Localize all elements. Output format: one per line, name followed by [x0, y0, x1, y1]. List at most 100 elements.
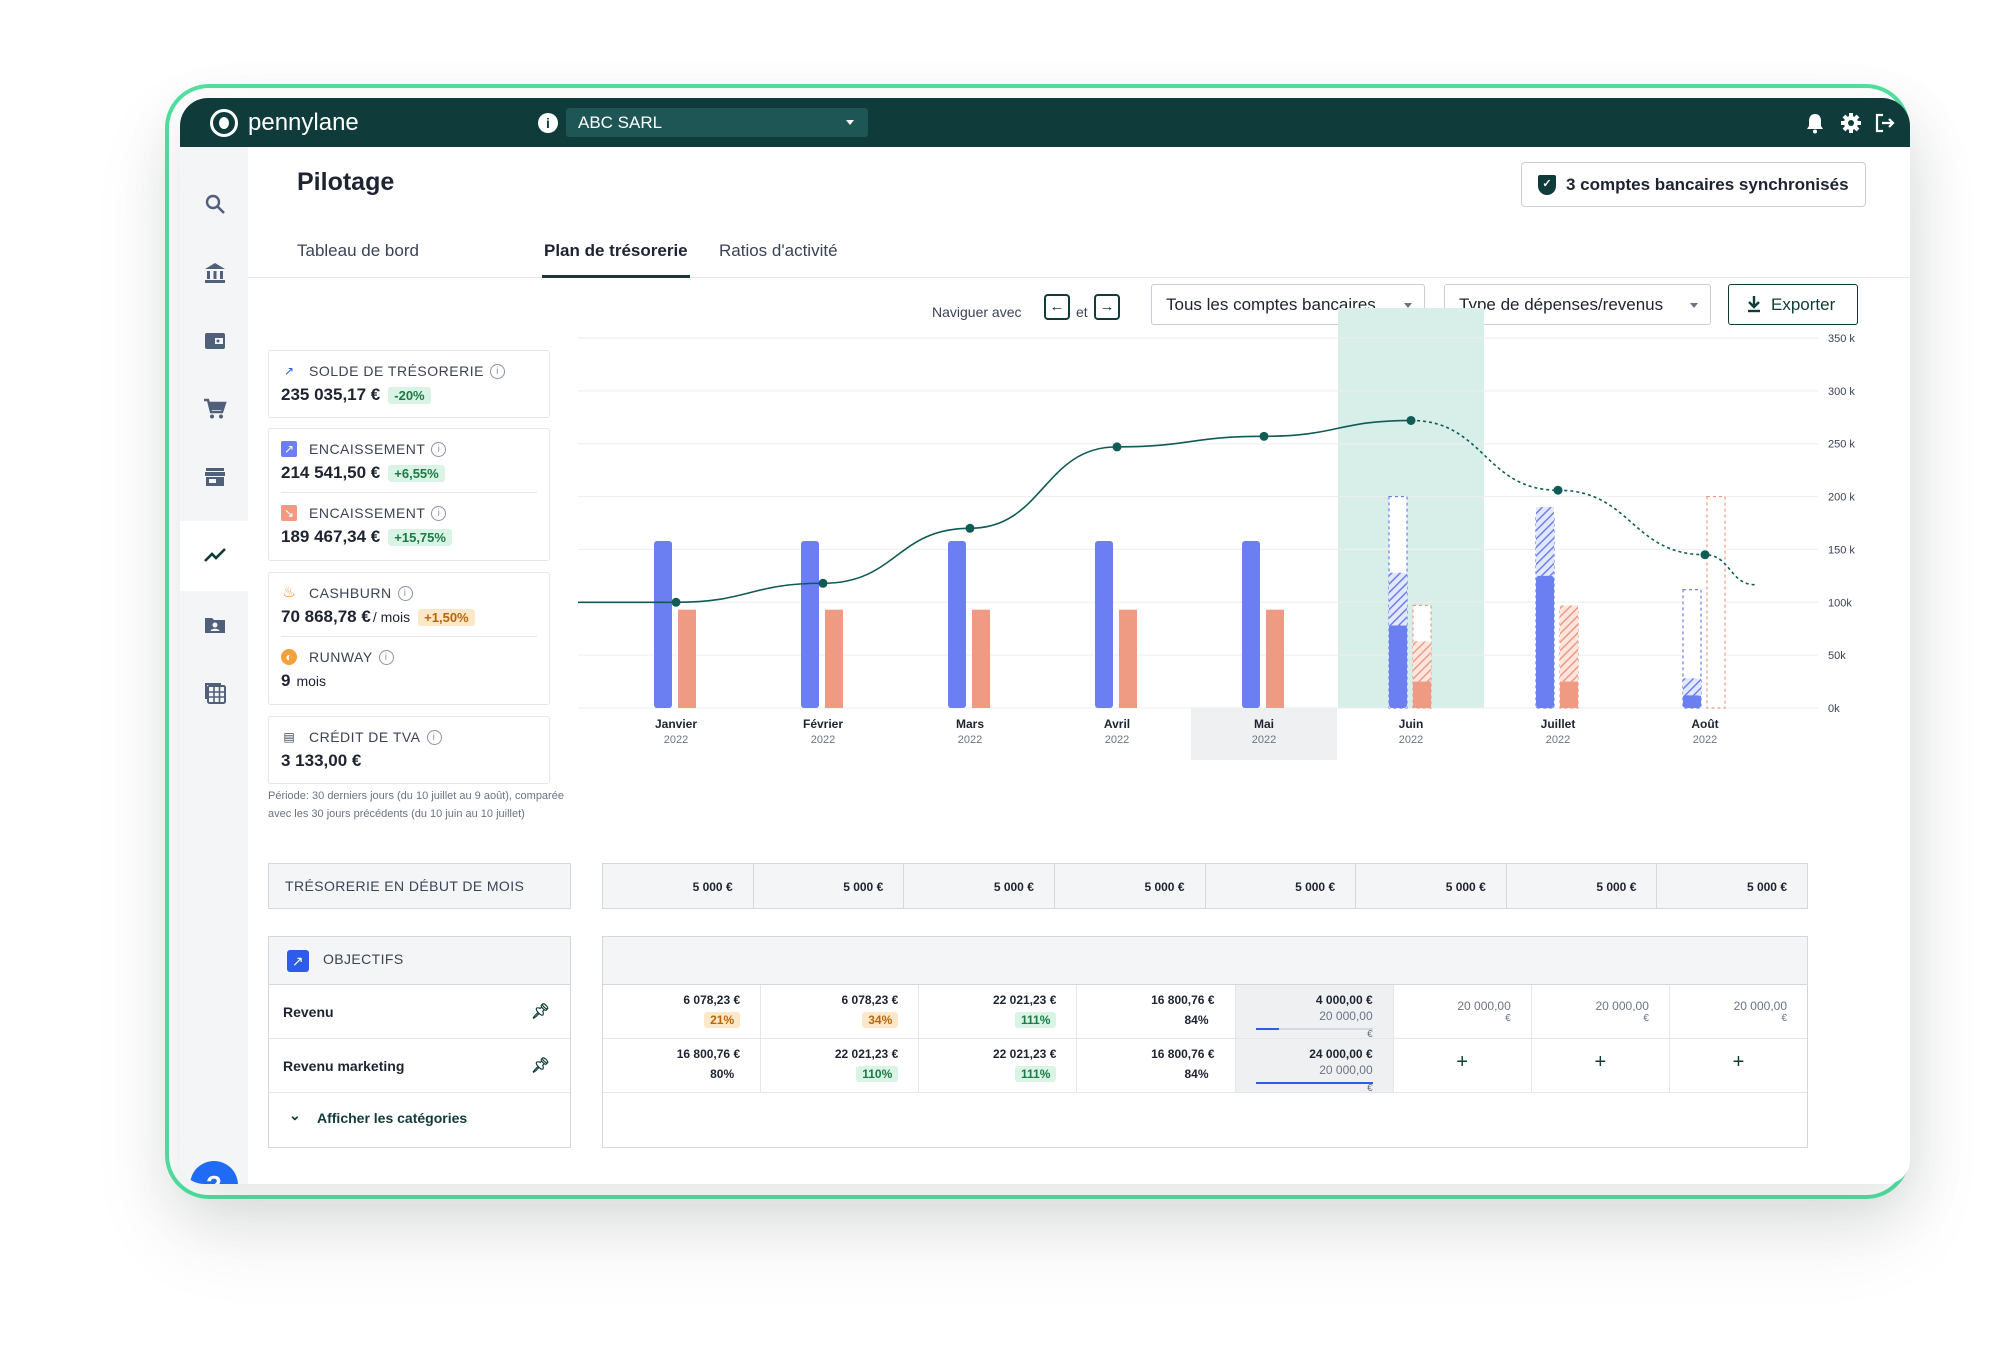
objectif-cell[interactable]: 20 000,00 € [1670, 985, 1807, 1038]
app-name: pennylane [248, 109, 359, 136]
export-label: Exporter [1771, 295, 1836, 314]
bank-icon[interactable] [202, 261, 228, 287]
kpi-cashburn-badge: +1,50% [418, 608, 475, 626]
logout-icon[interactable] [1874, 112, 1896, 134]
app-logo[interactable]: pennylane [210, 109, 359, 137]
next-month-button[interactable]: → [1094, 294, 1120, 320]
objectif-cell[interactable]: 20 000,00 € [1394, 985, 1532, 1038]
tresorerie-cell: 5 000 € [1356, 864, 1507, 908]
y-tick-label: 100k [1828, 597, 1852, 609]
bar-decaissement [1413, 681, 1431, 708]
line-point [1700, 550, 1710, 560]
help-button[interactable]: ? [190, 1161, 238, 1184]
objectif-percent-badge: 34% [862, 1012, 899, 1028]
currency-symbol: € [1367, 1083, 1373, 1094]
x-tick-label: Juillet [1541, 717, 1576, 731]
arrow-out-icon: ↘ [281, 505, 297, 521]
line-point [965, 523, 975, 533]
export-button[interactable]: Exporter [1728, 284, 1858, 325]
contacts-folder-icon[interactable] [202, 613, 228, 639]
expense-type-select[interactable]: Type de dépenses/revenus [1444, 284, 1711, 325]
company-select[interactable]: ABC SARL [566, 108, 868, 137]
kpi-cashburn-unit: / mois [372, 609, 411, 625]
trend-chart-icon[interactable] [202, 543, 228, 569]
top-bar: pennylane i ABC SARL [180, 98, 1910, 147]
bar-decaissement [678, 609, 696, 708]
kpi-tva-value: 3 133,00 € [281, 751, 362, 770]
kpi-encaissement-label: ENCAISSEMENT [309, 441, 426, 457]
info-icon[interactable]: i [538, 113, 558, 133]
info-icon[interactable]: i [426, 729, 442, 745]
kpi-solde-value: 235 035,17 € [281, 385, 381, 404]
bank-accounts-select-value: Tous les comptes bancaires [1166, 295, 1376, 314]
show-categories-label: Afficher les catégories [317, 1110, 468, 1126]
objectif-cell[interactable]: 16 800,76 € 84% [1077, 985, 1236, 1038]
chevron-down-icon: ⌄ [289, 1107, 301, 1123]
download-icon [1747, 295, 1761, 318]
objectif-value: 16 800,76 € [1151, 993, 1215, 1007]
kpi-tva-card: ▤ CRÉDIT DE TVA i 3 133,00 € [268, 716, 550, 784]
objectif-cell[interactable]: 22 021,23 € 110% [761, 1039, 920, 1092]
objectif-target: 20 000,00 [1457, 999, 1511, 1013]
arrow-up-right-icon: ↗ [287, 950, 309, 972]
objectif-cell[interactable]: 4 000,00 € 20 000,00 € [1235, 985, 1394, 1040]
line-point [671, 597, 681, 607]
search-icon[interactable] [202, 193, 228, 219]
info-icon[interactable]: i [397, 585, 413, 601]
flame-icon: ♨ [282, 584, 296, 601]
objectif-cell[interactable]: 22 021,23 € 111% [919, 985, 1078, 1038]
tab-ratios-activite[interactable]: Ratios d'activité [719, 241, 838, 260]
wallet-icon[interactable] [202, 329, 228, 355]
info-icon[interactable]: i [489, 363, 505, 379]
kpi-encaissement-card: ↗ ENCAISSEMENT i 214 541,50 € +6,55% ↘ ENC… [268, 428, 550, 561]
y-tick-label: 300 k [1828, 386, 1855, 398]
y-tick-label: 250 k [1828, 439, 1855, 451]
treasury-chart: 350 k 300 k 250 k 200 k 150 k 100k 50k 0k Janvie… [578, 308, 1855, 760]
arrow-in-icon: ↗ [281, 441, 297, 457]
store-icon[interactable] [202, 465, 228, 491]
objectif-label: Revenu marketing [283, 1058, 405, 1074]
objectif-cell[interactable]: 16 800,76 € 84% [1077, 1039, 1236, 1092]
spreadsheet-icon[interactable] [202, 681, 228, 707]
show-categories-link[interactable]: ⌄ Afficher les catégories [269, 1093, 570, 1126]
tab-plan-de-tresorerie[interactable]: Plan de trésorerie [544, 241, 688, 260]
bar-encaissement [1683, 695, 1701, 708]
runway-icon: ◐ [281, 649, 297, 665]
objectif-progress-bar [1255, 1082, 1373, 1084]
tab-tableau-de-bord[interactable]: Tableau de bord [297, 241, 419, 260]
info-icon[interactable]: i [378, 649, 394, 665]
info-icon[interactable]: i [431, 505, 447, 521]
currency-symbol: € [1367, 1029, 1373, 1040]
divider [281, 636, 537, 637]
bank-accounts-select[interactable]: Tous les comptes bancaires [1151, 284, 1425, 325]
objectif-row-revenu-marketing[interactable]: Revenu marketing 📌︎ [269, 1039, 570, 1093]
x-tick-year: 2022 [1546, 734, 1570, 746]
objectif-value: 22 021,23 € [992, 993, 1057, 1007]
line-point [818, 578, 828, 588]
objectif-cell[interactable]: 6 078,23 € 21% [603, 985, 762, 1038]
objectif-row-revenu[interactable]: Revenu 📌︎ [269, 985, 570, 1039]
active-tab-indicator [542, 275, 690, 278]
prev-month-button[interactable]: ← [1044, 294, 1070, 320]
cart-icon[interactable] [202, 397, 228, 423]
add-objectif-button[interactable]: + [1394, 1039, 1532, 1092]
kpi-tva-label: CRÉDIT DE TVA [309, 729, 421, 745]
add-objectif-button[interactable]: + [1732, 1051, 1745, 1073]
x-tick-label: Février [803, 717, 843, 731]
objectif-cell[interactable]: 6 078,23 € 34% [761, 985, 920, 1038]
gear-icon[interactable] [1840, 112, 1862, 134]
synced-accounts-button[interactable]: ✓ 3 comptes bancaires synchronisés [1521, 162, 1866, 207]
info-icon[interactable]: i [431, 441, 447, 457]
objectif-label: Revenu [283, 1004, 334, 1020]
objectif-cell[interactable]: 22 021,23 € 111% [919, 1039, 1078, 1092]
bell-icon[interactable] [1804, 112, 1826, 134]
objectif-cell[interactable]: 20 000,00 € [1532, 985, 1670, 1038]
pin-icon[interactable]: 📌︎ [530, 1057, 550, 1074]
objectif-cell[interactable]: 16 800,76 € 80% [603, 1039, 762, 1092]
pin-icon[interactable]: 📌︎ [530, 1003, 550, 1020]
objectif-target: 20 000,00 [1733, 999, 1787, 1013]
bar-encaissement [1095, 540, 1113, 708]
objectif-cell[interactable]: 24 000,00 € 20 000,00 € [1235, 1039, 1394, 1094]
kpi-encaissement-badge: +6,55% [388, 464, 445, 482]
add-objectif-button[interactable]: + [1532, 1039, 1670, 1092]
